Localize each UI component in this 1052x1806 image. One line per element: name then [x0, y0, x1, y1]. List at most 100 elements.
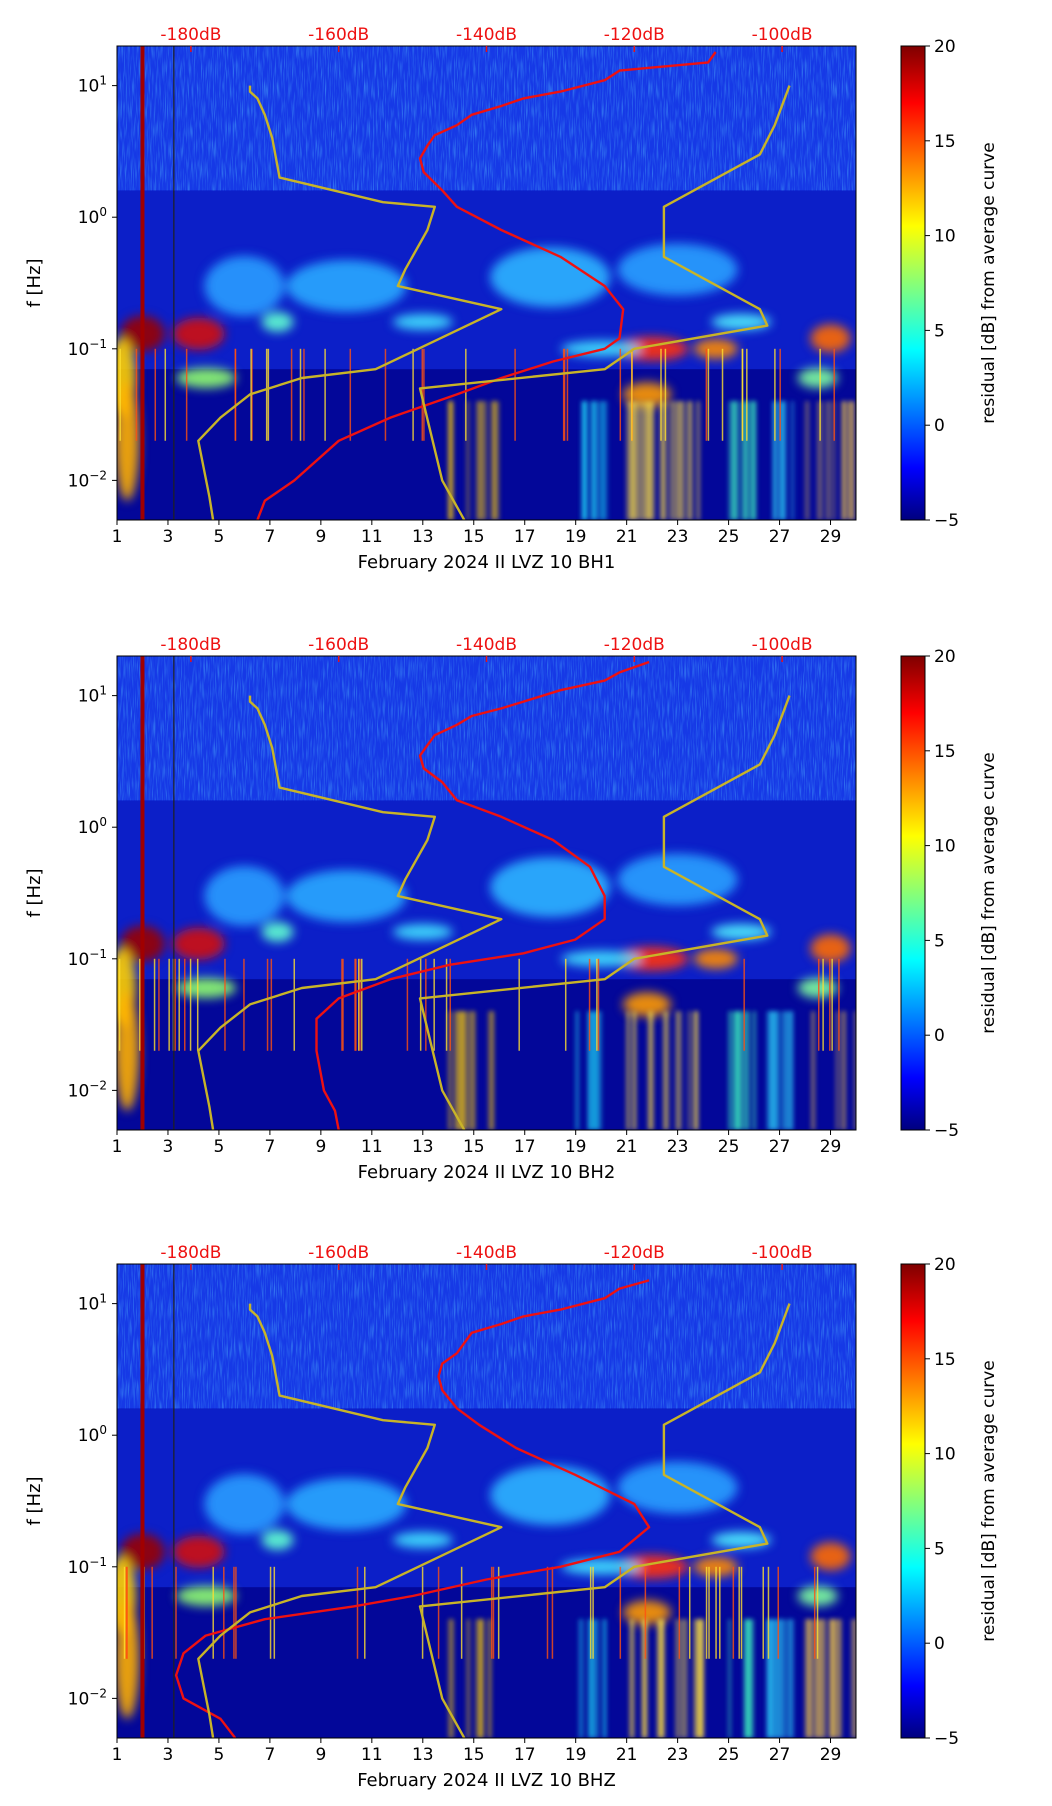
x-tick-label: 29 [820, 1137, 842, 1157]
chart-panel-3: 1 3 5 7 9 11 13 15 17 19 21 23 25 27 2910−210−1100101-… [24, 1243, 999, 1791]
y-tick-exponent: 0 [99, 815, 107, 829]
x-tick-label: 21 [616, 527, 638, 547]
y-tick-label: 100 [78, 815, 107, 838]
colorbar [900, 655, 926, 1131]
event-line [173, 656, 175, 1130]
top-db-tick-label: -160dB [308, 635, 369, 655]
top-db-tick-label: -180dB [160, 25, 221, 45]
heatmap-blobs [117, 1461, 851, 1719]
y-tick-base: 10 [68, 1081, 90, 1101]
y-tick-base: 10 [78, 1426, 100, 1446]
colorbar-tick-label: 20 [934, 1255, 956, 1275]
x-tick-label: 19 [565, 1137, 587, 1157]
x-tick-label: 25 [718, 1137, 740, 1157]
top-db-tick-label: -120dB [604, 635, 665, 655]
top-db-tick-label: -140dB [456, 635, 517, 655]
top-db-tick-label: -100dB [752, 25, 813, 45]
x-tick-label: 21 [616, 1745, 638, 1765]
x-tick-label: 27 [769, 1137, 791, 1157]
colorbar-tick-label: 15 [934, 1350, 956, 1370]
colorbar-tick-label: −5 [934, 1121, 959, 1141]
y-tick-label: 101 [78, 684, 107, 707]
x-tick-label: 7 [264, 1745, 275, 1765]
series-line-2 [197, 695, 503, 1130]
colorbar-tick-label: 5 [934, 931, 945, 951]
x-tick-label: 11 [361, 527, 383, 547]
colorbar-tick-label: −5 [934, 1729, 959, 1749]
y-tick-base: 10 [68, 340, 90, 360]
x-tick-label: 1 [112, 1745, 123, 1765]
top-db-tick-label: -100dB [752, 1243, 813, 1263]
x-tick-label: 19 [565, 527, 587, 547]
event-line [140, 46, 145, 520]
y-tick-exponent: −1 [89, 1555, 107, 1569]
y-tick-base: 10 [68, 1689, 90, 1709]
x-tick-label: 25 [718, 1745, 740, 1765]
y-tick-base: 10 [78, 77, 100, 97]
y-tick-label: 100 [78, 1423, 107, 1446]
x-tick-label: 5 [214, 1137, 225, 1157]
event-line [173, 46, 175, 520]
y-axis-label: f [Hz] [24, 868, 45, 917]
x-tick-label: 19 [565, 1745, 587, 1765]
colorbar-tick-label: 20 [934, 37, 956, 57]
y-tick-label: 10−2 [68, 1686, 107, 1709]
x-tick-label: 13 [412, 527, 434, 547]
heatmap [117, 1264, 856, 1738]
y-tick-exponent: −2 [89, 1078, 107, 1092]
x-tick-label: 3 [163, 527, 174, 547]
y-tick-exponent: −2 [89, 468, 107, 482]
y-tick-base: 10 [78, 818, 100, 838]
event-line [173, 1264, 175, 1738]
y-tick-label: 10−2 [68, 1078, 107, 1101]
x-tick-label: 11 [361, 1137, 383, 1157]
x-tick-label: 15 [463, 1745, 485, 1765]
y-tick-label: 10−1 [68, 1555, 107, 1578]
series-line-3 [418, 1303, 791, 1738]
colorbar-label: residual [dB] from average curve [979, 142, 999, 423]
x-tick-label: 7 [264, 527, 275, 547]
x-axis-label: February 2024 II LVZ 10 BH1 [358, 552, 616, 573]
colorbar [900, 1263, 926, 1739]
y-tick-exponent: 0 [99, 1423, 107, 1437]
x-tick-label: 1 [112, 1137, 123, 1157]
x-tick-label: 5 [214, 527, 225, 547]
colorbar [900, 45, 926, 521]
y-tick-exponent: −2 [89, 1686, 107, 1700]
y-tick-label: 10−1 [68, 337, 107, 360]
colorbar-tick-label: −5 [934, 511, 959, 531]
top-db-tick-label: -120dB [604, 25, 665, 45]
x-tick-label: 21 [616, 1137, 638, 1157]
x-tick-label: 17 [514, 527, 536, 547]
x-tick-label: 29 [820, 1745, 842, 1765]
x-tick-label: 1 [112, 527, 123, 547]
top-db-tick-label: -180dB [160, 1243, 221, 1263]
top-db-tick-label: -100dB [752, 635, 813, 655]
y-tick-base: 10 [68, 1558, 90, 1578]
series-line-1 [174, 1279, 651, 1738]
colorbar-label: residual [dB] from average curve [979, 752, 999, 1033]
series-line-3 [418, 85, 791, 520]
x-tick-label: 9 [315, 1745, 326, 1765]
y-tick-base: 10 [78, 687, 100, 707]
y-tick-label: 10−2 [68, 468, 107, 491]
x-tick-label: 11 [361, 1745, 383, 1765]
y-tick-exponent: 1 [99, 684, 107, 698]
x-tick-label: 15 [463, 1137, 485, 1157]
y-tick-exponent: 1 [99, 1292, 107, 1306]
x-tick-label: 27 [769, 1745, 791, 1765]
series-line-2 [197, 1303, 503, 1738]
series-line-1 [256, 51, 717, 520]
heatmap-blobs [117, 243, 851, 501]
heatmap-streaks [448, 1011, 856, 1130]
y-tick-label: 10−1 [68, 947, 107, 970]
heatmap [117, 656, 856, 1130]
colorbar-tick-label: 5 [934, 1539, 945, 1559]
y-tick-base: 10 [78, 1295, 100, 1315]
heatmap-blobs [117, 853, 851, 1111]
colorbar-tick-label: 15 [934, 742, 956, 762]
x-tick-label: 17 [514, 1137, 536, 1157]
top-db-tick-label: -120dB [604, 1243, 665, 1263]
series-line-1 [315, 660, 650, 1130]
